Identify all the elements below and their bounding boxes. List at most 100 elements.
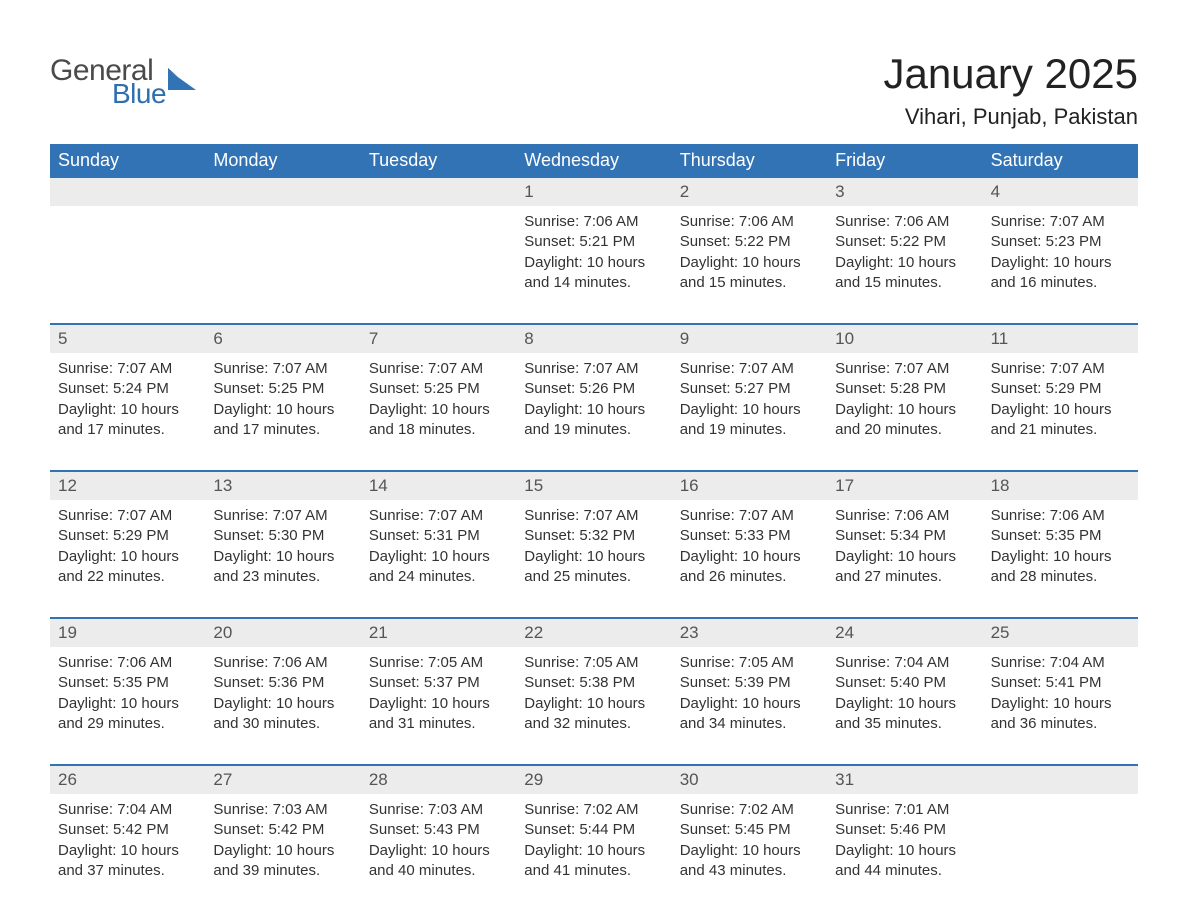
location: Vihari, Punjab, Pakistan (883, 104, 1138, 130)
day-number: 25 (983, 619, 1138, 647)
details-row: Sunrise: 7:07 AMSunset: 5:29 PMDaylight:… (50, 500, 1138, 617)
weekday-tuesday: Tuesday (361, 144, 516, 178)
sunset-text: Sunset: 5:32 PM (524, 526, 663, 546)
sunset-text: Sunset: 5:22 PM (680, 232, 819, 252)
day-number: 31 (827, 766, 982, 794)
day-details: Sunrise: 7:06 AMSunset: 5:35 PMDaylight:… (50, 647, 205, 764)
day-number: 3 (827, 178, 982, 206)
daylight-text: Daylight: 10 hours and 19 minutes. (524, 400, 663, 441)
day-details: Sunrise: 7:07 AMSunset: 5:31 PMDaylight:… (361, 500, 516, 617)
day-number: 9 (672, 325, 827, 353)
day-details: Sunrise: 7:03 AMSunset: 5:42 PMDaylight:… (205, 794, 360, 893)
sunset-text: Sunset: 5:46 PM (835, 820, 974, 840)
details-row: Sunrise: 7:06 AMSunset: 5:21 PMDaylight:… (50, 206, 1138, 323)
daylight-text: Daylight: 10 hours and 19 minutes. (680, 400, 819, 441)
daynum-row: 1234 (50, 178, 1138, 206)
sunrise-text: Sunrise: 7:07 AM (369, 359, 508, 379)
day-details: Sunrise: 7:06 AMSunset: 5:22 PMDaylight:… (672, 206, 827, 323)
day-number: 1 (516, 178, 671, 206)
logo: General Blue (50, 50, 200, 108)
day-number (361, 178, 516, 206)
sunset-text: Sunset: 5:29 PM (58, 526, 197, 546)
day-details (983, 794, 1138, 893)
weekday-wednesday: Wednesday (516, 144, 671, 178)
daylight-text: Daylight: 10 hours and 21 minutes. (991, 400, 1130, 441)
daylight-text: Daylight: 10 hours and 35 minutes. (835, 694, 974, 735)
sunset-text: Sunset: 5:40 PM (835, 673, 974, 693)
sunrise-text: Sunrise: 7:07 AM (213, 359, 352, 379)
day-details: Sunrise: 7:07 AMSunset: 5:27 PMDaylight:… (672, 353, 827, 470)
sunrise-text: Sunrise: 7:07 AM (369, 506, 508, 526)
sunrise-text: Sunrise: 7:06 AM (835, 212, 974, 232)
sunrise-text: Sunrise: 7:07 AM (58, 359, 197, 379)
daylight-text: Daylight: 10 hours and 41 minutes. (524, 841, 663, 882)
sunrise-text: Sunrise: 7:06 AM (991, 506, 1130, 526)
day-details: Sunrise: 7:07 AMSunset: 5:30 PMDaylight:… (205, 500, 360, 617)
sunrise-text: Sunrise: 7:02 AM (680, 800, 819, 820)
daylight-text: Daylight: 10 hours and 43 minutes. (680, 841, 819, 882)
daylight-text: Daylight: 10 hours and 29 minutes. (58, 694, 197, 735)
day-number: 14 (361, 472, 516, 500)
daylight-text: Daylight: 10 hours and 16 minutes. (991, 253, 1130, 294)
day-details: Sunrise: 7:07 AMSunset: 5:32 PMDaylight:… (516, 500, 671, 617)
weeks-container: 1234Sunrise: 7:06 AMSunset: 5:21 PMDayli… (50, 178, 1138, 893)
day-number: 23 (672, 619, 827, 647)
sunset-text: Sunset: 5:43 PM (369, 820, 508, 840)
sunset-text: Sunset: 5:42 PM (58, 820, 197, 840)
daylight-text: Daylight: 10 hours and 25 minutes. (524, 547, 663, 588)
day-number: 8 (516, 325, 671, 353)
day-details: Sunrise: 7:05 AMSunset: 5:37 PMDaylight:… (361, 647, 516, 764)
day-details: Sunrise: 7:04 AMSunset: 5:40 PMDaylight:… (827, 647, 982, 764)
day-details (361, 206, 516, 323)
sunrise-text: Sunrise: 7:05 AM (524, 653, 663, 673)
day-number: 13 (205, 472, 360, 500)
sunset-text: Sunset: 5:35 PM (58, 673, 197, 693)
sunrise-text: Sunrise: 7:07 AM (524, 359, 663, 379)
sunrise-text: Sunrise: 7:07 AM (991, 212, 1130, 232)
sunset-text: Sunset: 5:29 PM (991, 379, 1130, 399)
day-details: Sunrise: 7:07 AMSunset: 5:28 PMDaylight:… (827, 353, 982, 470)
daylight-text: Daylight: 10 hours and 24 minutes. (369, 547, 508, 588)
day-details: Sunrise: 7:06 AMSunset: 5:36 PMDaylight:… (205, 647, 360, 764)
sunrise-text: Sunrise: 7:07 AM (213, 506, 352, 526)
sunset-text: Sunset: 5:26 PM (524, 379, 663, 399)
day-number: 11 (983, 325, 1138, 353)
day-number: 19 (50, 619, 205, 647)
day-number: 22 (516, 619, 671, 647)
daylight-text: Daylight: 10 hours and 14 minutes. (524, 253, 663, 294)
day-details: Sunrise: 7:06 AMSunset: 5:34 PMDaylight:… (827, 500, 982, 617)
sunrise-text: Sunrise: 7:07 AM (58, 506, 197, 526)
logo-text: General Blue (50, 56, 166, 108)
day-number: 29 (516, 766, 671, 794)
sunrise-text: Sunrise: 7:06 AM (680, 212, 819, 232)
day-details: Sunrise: 7:02 AMSunset: 5:44 PMDaylight:… (516, 794, 671, 893)
day-number: 4 (983, 178, 1138, 206)
weekday-saturday: Saturday (983, 144, 1138, 178)
daylight-text: Daylight: 10 hours and 17 minutes. (213, 400, 352, 441)
sunset-text: Sunset: 5:39 PM (680, 673, 819, 693)
sunrise-text: Sunrise: 7:01 AM (835, 800, 974, 820)
day-details: Sunrise: 7:01 AMSunset: 5:46 PMDaylight:… (827, 794, 982, 893)
daylight-text: Daylight: 10 hours and 23 minutes. (213, 547, 352, 588)
day-details: Sunrise: 7:02 AMSunset: 5:45 PMDaylight:… (672, 794, 827, 893)
day-details: Sunrise: 7:06 AMSunset: 5:22 PMDaylight:… (827, 206, 982, 323)
sunrise-text: Sunrise: 7:05 AM (680, 653, 819, 673)
day-number: 7 (361, 325, 516, 353)
day-details: Sunrise: 7:07 AMSunset: 5:26 PMDaylight:… (516, 353, 671, 470)
day-number (983, 766, 1138, 794)
weekday-thursday: Thursday (672, 144, 827, 178)
day-number: 2 (672, 178, 827, 206)
day-details: Sunrise: 7:06 AMSunset: 5:21 PMDaylight:… (516, 206, 671, 323)
sunrise-text: Sunrise: 7:07 AM (835, 359, 974, 379)
sunrise-text: Sunrise: 7:04 AM (991, 653, 1130, 673)
sunset-text: Sunset: 5:36 PM (213, 673, 352, 693)
title-block: January 2025 Vihari, Punjab, Pakistan (883, 50, 1138, 130)
daylight-text: Daylight: 10 hours and 31 minutes. (369, 694, 508, 735)
day-number: 21 (361, 619, 516, 647)
sunset-text: Sunset: 5:25 PM (369, 379, 508, 399)
daylight-text: Daylight: 10 hours and 15 minutes. (680, 253, 819, 294)
sunrise-text: Sunrise: 7:03 AM (213, 800, 352, 820)
day-details: Sunrise: 7:07 AMSunset: 5:29 PMDaylight:… (983, 353, 1138, 470)
sunset-text: Sunset: 5:21 PM (524, 232, 663, 252)
daylight-text: Daylight: 10 hours and 20 minutes. (835, 400, 974, 441)
